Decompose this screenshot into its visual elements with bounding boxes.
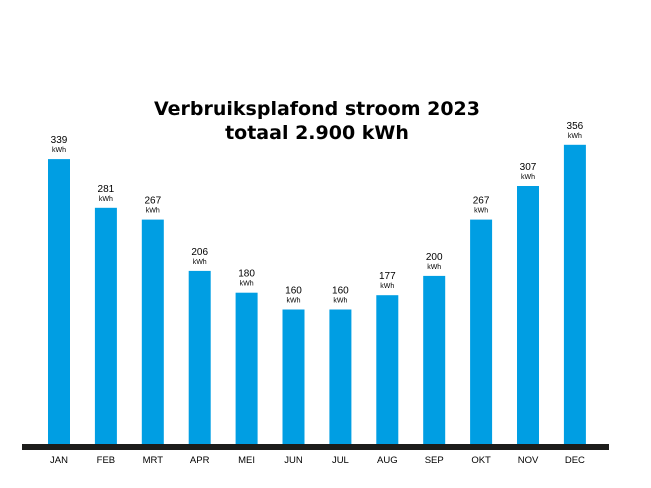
value-label-aug: 177 — [379, 271, 396, 282]
category-label-mei: MEI — [238, 455, 255, 466]
category-label-apr: APR — [190, 455, 210, 466]
unit-label-jul: kWh — [333, 298, 347, 305]
bar-okt — [470, 219, 493, 444]
bar-jan — [48, 159, 70, 444]
unit-label-jun: kWh — [287, 298, 301, 305]
unit-label-apr: kWh — [193, 259, 207, 266]
value-label-jul: 160 — [332, 286, 349, 297]
unit-label-okt: kWh — [474, 208, 488, 215]
chart-title: Verbruiksplafond stroom 2023 — [154, 98, 480, 120]
value-label-dec: 356 — [567, 121, 584, 132]
unit-label-dec: kWh — [568, 133, 582, 140]
value-label-mei: 180 — [238, 269, 255, 280]
category-label-feb: FEB — [97, 455, 115, 466]
value-label-nov: 307 — [520, 162, 537, 173]
value-label-jun: 160 — [285, 286, 302, 297]
unit-label-nov: kWh — [521, 174, 535, 181]
value-label-apr: 206 — [191, 247, 208, 258]
bar-feb — [94, 207, 117, 444]
category-label-okt: OKT — [471, 455, 491, 466]
bar-apr — [188, 270, 211, 444]
bar-dec — [563, 144, 586, 445]
unit-label-mrt: kWh — [146, 208, 160, 215]
value-label-okt: 267 — [473, 196, 490, 207]
category-label-dec: DEC — [565, 455, 585, 466]
bar-mei — [235, 292, 258, 444]
category-label-sep: SEP — [425, 455, 444, 466]
value-label-mrt: 267 — [144, 196, 161, 207]
category-label-aug: AUG — [377, 455, 398, 466]
bar-mrt — [141, 219, 164, 444]
x-axis-baseline — [22, 444, 609, 450]
unit-label-jan: kWh — [52, 147, 66, 154]
unit-label-sep: kWh — [427, 264, 441, 271]
bar-jun — [282, 309, 305, 444]
bars-group — [48, 144, 586, 445]
category-label-jan: JAN — [50, 455, 68, 466]
bar-nov — [517, 186, 539, 444]
category-label-mrt: MRT — [143, 455, 164, 466]
category-label-nov: NOV — [518, 455, 539, 466]
value-label-jan: 339 — [51, 135, 68, 146]
bar-sep — [423, 275, 446, 444]
category-label-jul: JUL — [332, 455, 349, 466]
value-label-sep: 200 — [426, 252, 443, 263]
unit-label-aug: kWh — [380, 283, 394, 290]
bar-aug — [376, 295, 399, 444]
unit-label-mei: kWh — [240, 281, 254, 288]
unit-label-feb: kWh — [99, 196, 113, 203]
category-label-jun: JUN — [284, 455, 303, 466]
value-label-feb: 281 — [98, 184, 115, 195]
chart-subtitle: totaal 2.900 kWh — [225, 122, 409, 144]
bar-jul — [329, 309, 352, 444]
category-labels-group: JAN FEB MRT APR MEI JUN JUL AUG SEP OKT NOV DEC — [50, 455, 585, 466]
